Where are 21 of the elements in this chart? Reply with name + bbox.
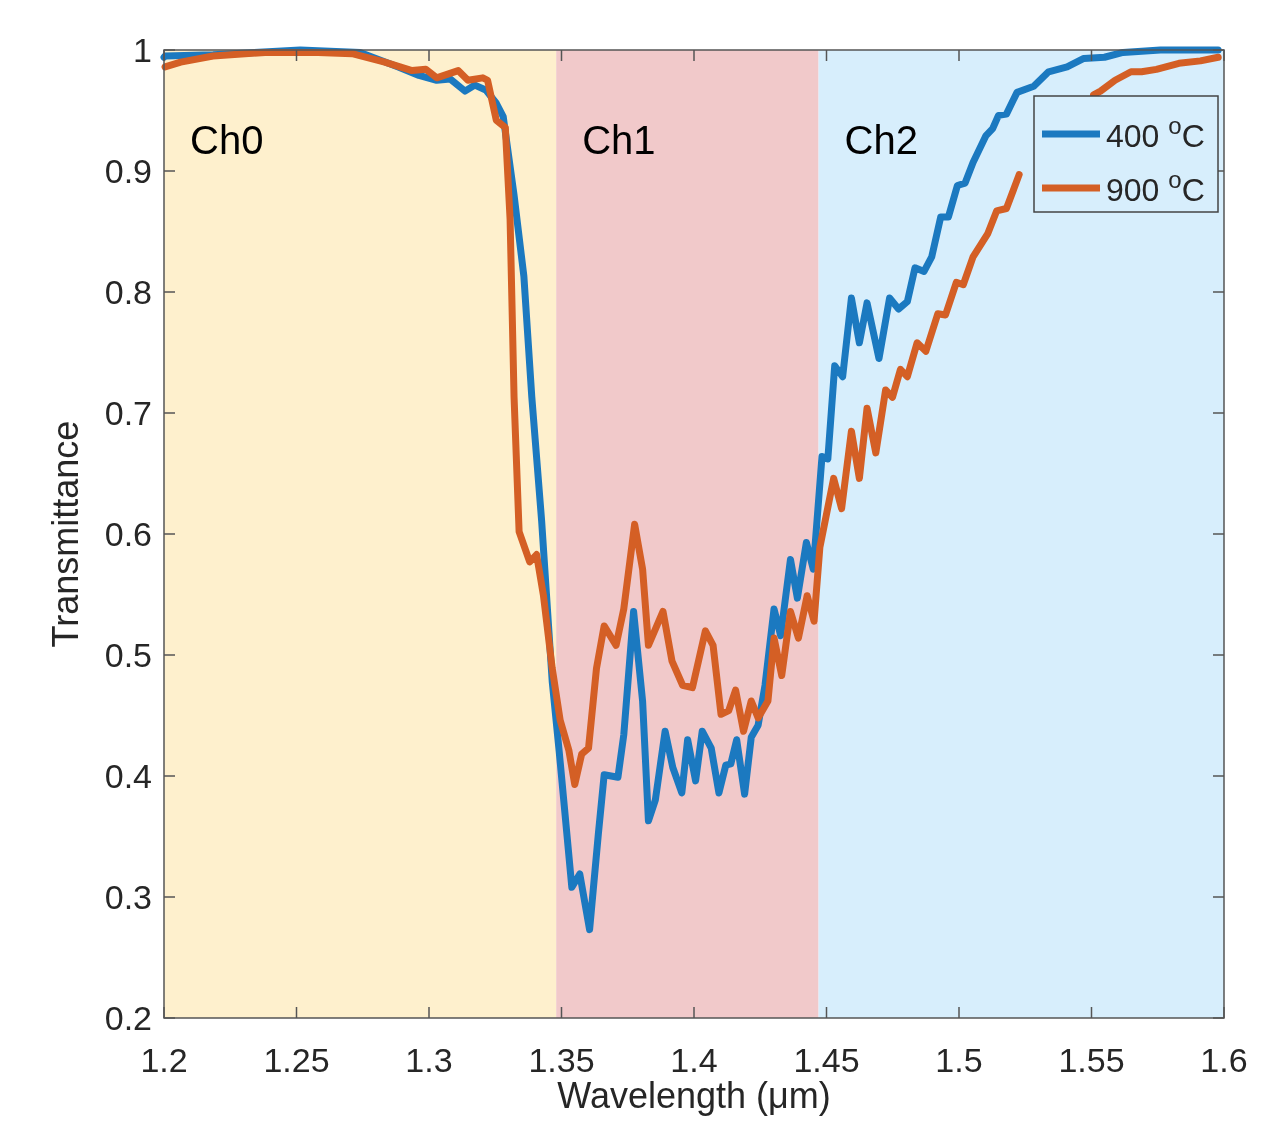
- x-tick-label: 1.3: [405, 1041, 453, 1079]
- band-label: Ch2: [844, 118, 918, 162]
- y-axis-title: Transmittance: [45, 420, 86, 648]
- band-label: Ch1: [582, 118, 656, 162]
- band-label: Ch0: [190, 118, 264, 162]
- x-tick-label: 1.2: [140, 1041, 188, 1079]
- x-tick-label: 1.6: [1200, 1041, 1248, 1079]
- x-tick-label: 1.25: [263, 1041, 330, 1079]
- x-tick-label: 1.55: [1058, 1041, 1125, 1079]
- y-tick-label: 0.5: [104, 636, 152, 674]
- y-tick-label: 0.8: [104, 273, 152, 311]
- legend-label: 900 $^{o}$C: [1106, 165, 1205, 208]
- legend-label: 400 $^{o}$C: [1106, 111, 1205, 154]
- y-tick-label: 0.2: [104, 999, 152, 1037]
- y-tick-label: 0.6: [104, 515, 152, 553]
- y-tick-label: 0.7: [104, 394, 152, 432]
- x-tick-label: 1.5: [935, 1041, 983, 1079]
- y-tick-label: 0.4: [104, 757, 152, 795]
- y-tick-label: 0.9: [104, 152, 152, 190]
- y-tick-label: 1: [133, 31, 152, 69]
- y-tick-label: 0.3: [104, 878, 152, 916]
